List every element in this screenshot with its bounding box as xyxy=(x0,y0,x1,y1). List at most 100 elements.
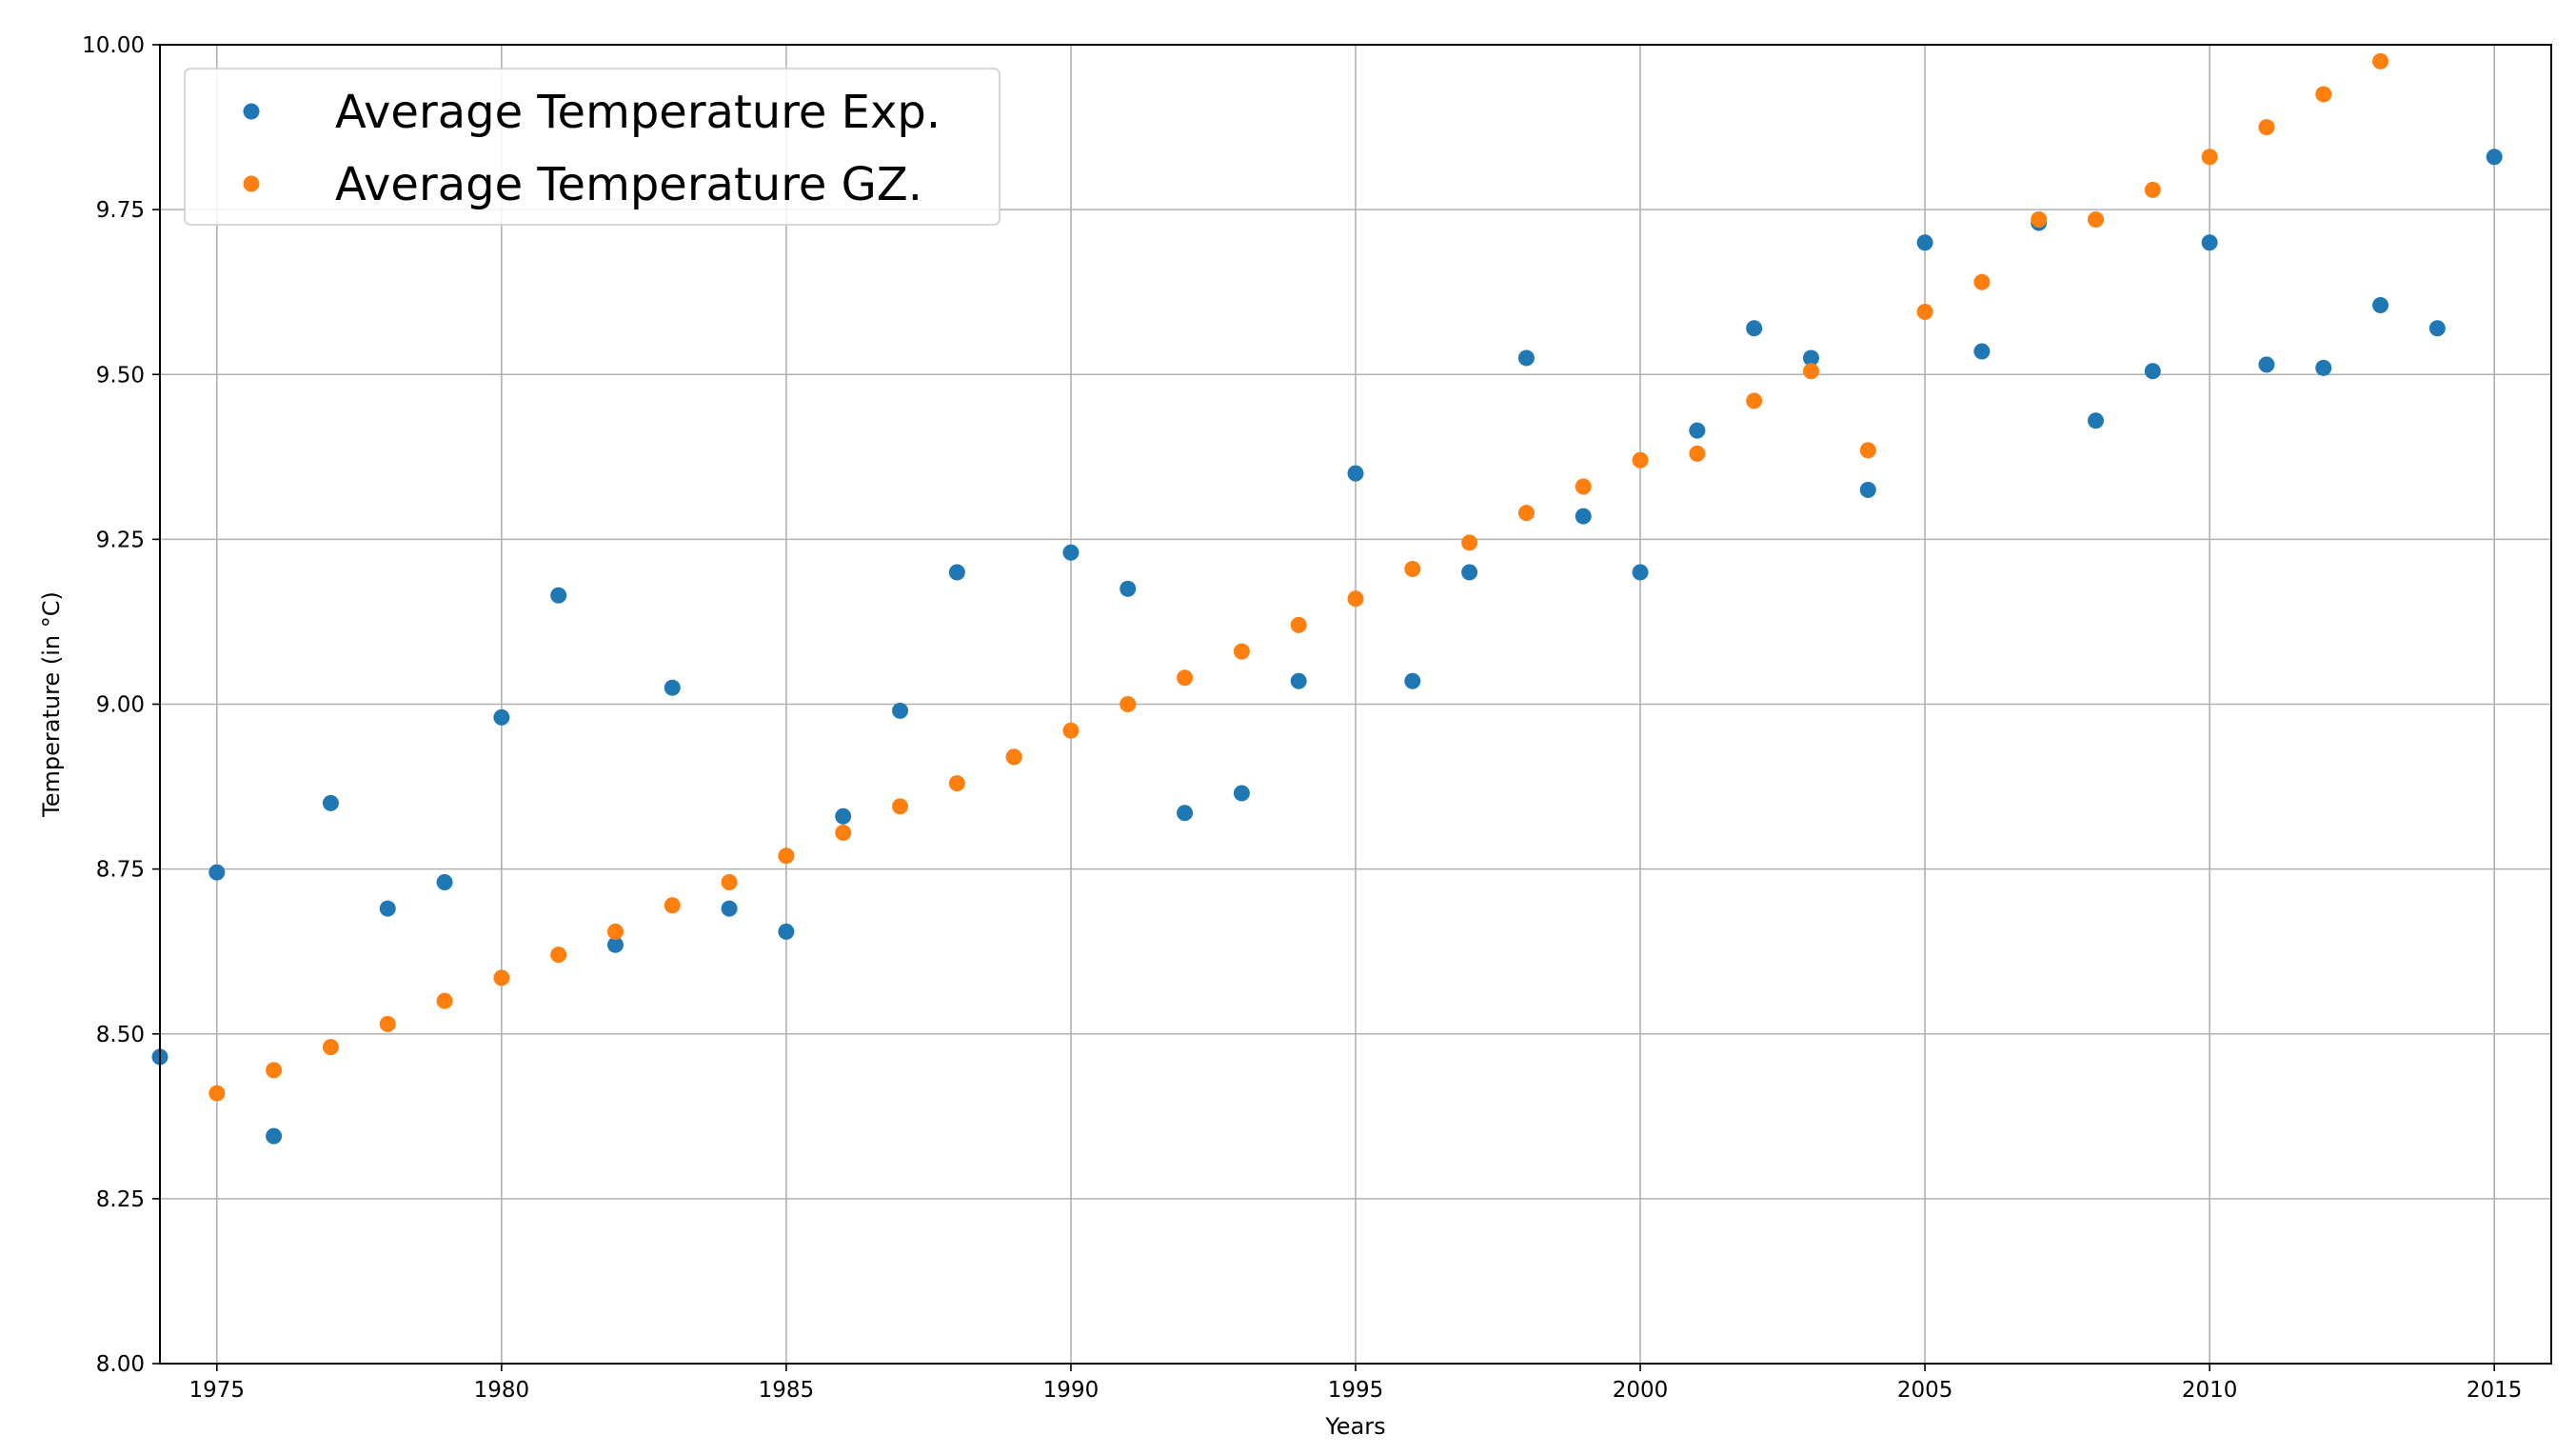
data-point-series-1 xyxy=(778,923,795,940)
data-point-series-1 xyxy=(1233,785,1250,802)
data-point-series-2 xyxy=(1517,505,1535,522)
data-point-series-2 xyxy=(2088,211,2105,229)
data-point-series-1 xyxy=(1689,422,1706,439)
x-tick-label: 2005 xyxy=(1897,1378,1953,1403)
data-point-series-1 xyxy=(2372,297,2389,314)
data-point-series-1 xyxy=(550,587,567,604)
data-point-series-2 xyxy=(1233,643,1250,660)
y-tick-label: 8.50 xyxy=(96,1023,145,1047)
data-point-series-1 xyxy=(1404,672,1421,689)
x-axis-label: Years xyxy=(1324,1413,1385,1440)
data-point-series-1 xyxy=(436,873,453,890)
data-point-series-2 xyxy=(266,1062,283,1079)
data-point-series-1 xyxy=(1973,343,1991,360)
legend-box xyxy=(184,68,1001,226)
y-tick-label: 9.00 xyxy=(96,693,145,718)
data-point-series-1 xyxy=(1347,465,1364,482)
data-point-series-1 xyxy=(1177,805,1194,822)
y-tick-label: 8.75 xyxy=(96,858,145,883)
data-point-series-2 xyxy=(1404,561,1421,578)
data-point-series-1 xyxy=(1632,564,1649,581)
data-point-series-2 xyxy=(1347,590,1364,608)
grid-layer xyxy=(160,44,2551,1365)
legend-marker-series-2 xyxy=(243,175,260,192)
y-tick-label: 9.75 xyxy=(96,198,145,223)
x-tick-label: 1985 xyxy=(759,1378,815,1403)
data-point-series-2 xyxy=(835,825,852,842)
x-tick-label: 1990 xyxy=(1043,1378,1100,1403)
data-point-series-1 xyxy=(208,864,226,881)
data-point-series-1 xyxy=(2088,412,2105,429)
y-tick-label: 10.00 xyxy=(82,33,145,58)
data-point-series-1 xyxy=(266,1127,283,1145)
data-point-series-1 xyxy=(1802,349,1819,367)
x-tick-label: 1975 xyxy=(189,1378,246,1403)
data-point-series-1 xyxy=(1916,234,1933,251)
data-point-series-2 xyxy=(778,847,795,865)
data-point-series-1 xyxy=(892,702,909,719)
points-layer xyxy=(151,52,2503,1145)
data-point-series-1 xyxy=(948,564,965,581)
data-point-series-2 xyxy=(1461,534,1478,551)
legend-marker-series-1 xyxy=(243,103,260,120)
data-point-series-2 xyxy=(436,992,453,1009)
data-point-series-2 xyxy=(2201,149,2218,166)
data-point-series-1 xyxy=(1120,580,1137,597)
data-point-series-1 xyxy=(1517,349,1535,367)
data-point-series-1 xyxy=(322,794,339,811)
data-point-series-2 xyxy=(892,798,909,815)
data-point-series-2 xyxy=(606,923,624,940)
data-point-series-2 xyxy=(1062,722,1080,739)
data-point-series-2 xyxy=(1746,392,1763,409)
ticks-layer: 1975 1980 1985 1990 1995 2000 2005 2010 2015 8.00… xyxy=(82,33,2522,1403)
data-point-series-2 xyxy=(2258,119,2275,136)
data-point-series-1 xyxy=(1575,508,1592,525)
data-point-series-1 xyxy=(379,900,396,917)
data-point-series-2 xyxy=(2031,211,2048,229)
data-point-series-2 xyxy=(721,873,738,890)
y-axis-label: Temperature (in °C) xyxy=(38,591,65,818)
data-point-series-2 xyxy=(1005,748,1022,766)
data-point-series-1 xyxy=(606,936,624,953)
data-point-series-1 xyxy=(1461,564,1478,581)
data-point-series-2 xyxy=(1120,696,1137,712)
y-tick-label: 8.25 xyxy=(96,1187,145,1212)
data-point-series-2 xyxy=(322,1039,339,1056)
data-point-series-1 xyxy=(1859,481,1876,498)
legend: Average Temperature Exp. Average Temperat… xyxy=(184,68,1001,226)
data-point-series-2 xyxy=(1916,303,1933,320)
y-tick-label: 9.50 xyxy=(96,363,145,388)
legend-label-series-2: Average Temperature GZ. xyxy=(335,158,922,211)
x-tick-label: 1980 xyxy=(474,1378,530,1403)
data-point-series-2 xyxy=(2372,52,2389,70)
data-point-series-1 xyxy=(835,807,852,825)
data-point-series-2 xyxy=(208,1085,226,1102)
data-point-series-2 xyxy=(948,775,965,792)
data-point-series-1 xyxy=(2486,149,2503,166)
data-point-series-2 xyxy=(1632,451,1649,468)
data-point-series-1 xyxy=(2428,320,2446,337)
y-tick-label: 8.00 xyxy=(96,1352,145,1377)
data-point-series-2 xyxy=(1689,445,1706,462)
x-tick-label: 2000 xyxy=(1613,1378,1669,1403)
data-point-series-2 xyxy=(1290,616,1307,633)
x-tick-label: 1995 xyxy=(1328,1378,1384,1403)
legend-label-series-1: Average Temperature Exp. xyxy=(335,86,941,139)
data-point-series-1 xyxy=(1746,320,1763,337)
data-point-series-1 xyxy=(664,679,681,696)
data-point-series-1 xyxy=(1062,544,1080,561)
data-point-series-1 xyxy=(2258,356,2275,373)
data-point-series-2 xyxy=(2144,181,2161,198)
y-tick-label: 9.25 xyxy=(96,528,145,552)
data-point-series-2 xyxy=(1575,478,1592,495)
data-point-series-2 xyxy=(493,969,510,987)
data-point-series-1 xyxy=(2315,359,2332,376)
data-point-series-1 xyxy=(2144,363,2161,380)
data-point-series-1 xyxy=(1290,672,1307,689)
data-point-series-2 xyxy=(1973,273,1991,290)
data-point-series-1 xyxy=(721,900,738,917)
data-point-series-2 xyxy=(379,1015,396,1032)
data-point-series-1 xyxy=(2201,234,2218,251)
